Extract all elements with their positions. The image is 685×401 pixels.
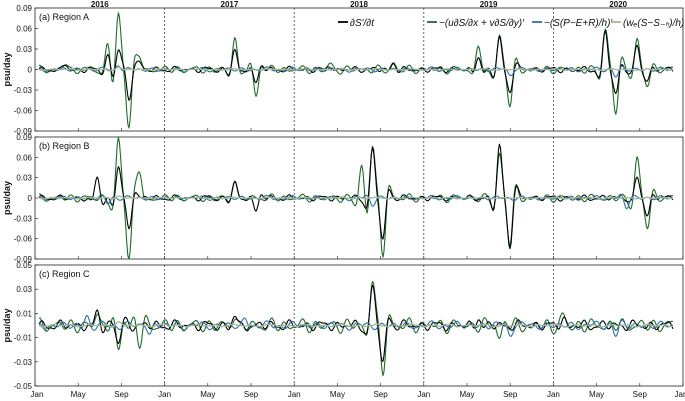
month-label: Sep — [633, 390, 648, 399]
panel-3: 0.05 0.03 0.01 -0.01 -0.03 -0.05 psu/day (c) Re… — [2, 261, 684, 391]
y-tick-label: -0.06 — [14, 107, 33, 116]
month-label: May — [71, 390, 86, 399]
series-line-3 — [38, 65, 673, 78]
month-label: May — [459, 390, 474, 399]
legend-label-3: −(S(P−E+R)/h)′ — [544, 18, 613, 29]
month-label: May — [330, 390, 345, 399]
y-axis-label: psu/day — [2, 181, 12, 215]
y-tick-label: 0.09 — [16, 133, 32, 142]
series-line-2 — [38, 280, 674, 377]
y-tick-label: -0.09 — [14, 255, 33, 264]
y-tick-label: 0.01 — [16, 309, 32, 318]
series-line-4 — [38, 195, 673, 200]
y-tick-label: -0.05 — [14, 382, 33, 391]
legend: ∂S′/∂t −(u∂S/∂x + v∂S/∂y)′ −(S(P−E+R)/h)′ (… — [338, 18, 685, 29]
y-tick-label: -0.06 — [14, 235, 33, 244]
month-label: Jan — [31, 390, 44, 399]
legend-label-4: (wₑ(S−S₋ₕ)/h)′ — [623, 18, 685, 29]
y-tick-label: 0 — [28, 194, 33, 203]
y-tick-label: -0.01 — [14, 334, 33, 343]
panel-1: 0.09 0.06 0.03 0 -0.03 -0.06 -0.09 psu/day (a) R… — [2, 4, 684, 136]
month-label: May — [200, 390, 215, 399]
panel-title: (b) Region B — [39, 141, 90, 151]
y-tick-label: -0.03 — [14, 214, 33, 223]
panel-title: (a) Region A — [39, 12, 89, 22]
month-label: Sep — [373, 390, 388, 399]
series-line-1 — [38, 143, 674, 250]
legend-label-1: ∂S′/∂t — [350, 18, 375, 29]
year-label: 2018 — [350, 0, 368, 9]
panel-frame — [34, 264, 684, 387]
month-label: Sep — [503, 390, 518, 399]
y-tick-label: 0.06 — [16, 25, 32, 34]
year-label: 2016 — [91, 0, 109, 9]
series-line-3 — [38, 193, 673, 210]
y-tick-label: 0.03 — [16, 285, 32, 294]
y-tick-label: 0.03 — [16, 45, 32, 54]
series-line-1 — [38, 284, 674, 362]
panel-2: 0.09 0.06 0.03 0 -0.03 -0.06 -0.09 psu/day (b) R… — [2, 133, 684, 264]
panels: 0.09 0.06 0.03 0 -0.03 -0.06 -0.09 psu/day (a) R… — [2, 4, 684, 391]
y-tick-label: -0.03 — [14, 86, 33, 95]
legend-label-2: −(u∂S/∂x + v∂S/∂y)′ — [439, 18, 525, 29]
year-label: 2017 — [221, 0, 239, 9]
y-tick-label: -0.03 — [14, 358, 33, 367]
series-line-4 — [38, 321, 673, 328]
month-label: May — [589, 390, 604, 399]
month-label: Jan — [675, 390, 685, 399]
year-label: 2019 — [480, 0, 498, 9]
y-tick-label: 0.06 — [16, 153, 32, 162]
series-line-4 — [38, 66, 673, 72]
month-label: Jan — [547, 390, 560, 399]
x-axis: Jan May Sep Jan May Sep Jan May Sep Jan May Sep Jan M… — [31, 390, 685, 399]
y-tick-label: 0.03 — [16, 174, 32, 183]
y-tick-label: 0.05 — [16, 261, 32, 270]
month-label: Jan — [288, 390, 301, 399]
y-tick-label: 0.09 — [16, 4, 32, 13]
y-tick-label: 0 — [28, 66, 33, 75]
year-label: 2020 — [609, 0, 627, 9]
y-axis-label: psu/day — [2, 52, 12, 86]
y-tick-label: -0.09 — [14, 127, 33, 136]
month-label: Sep — [244, 390, 259, 399]
month-label: Sep — [114, 390, 129, 399]
month-label: Jan — [417, 390, 430, 399]
series-line-3 — [38, 314, 673, 338]
month-label: Jan — [158, 390, 171, 399]
panel-title: (c) Region C — [39, 269, 90, 279]
year-labels: 2016 2017 2018 2019 2020 — [91, 0, 628, 9]
y-axis-label: psu/day — [2, 308, 12, 342]
